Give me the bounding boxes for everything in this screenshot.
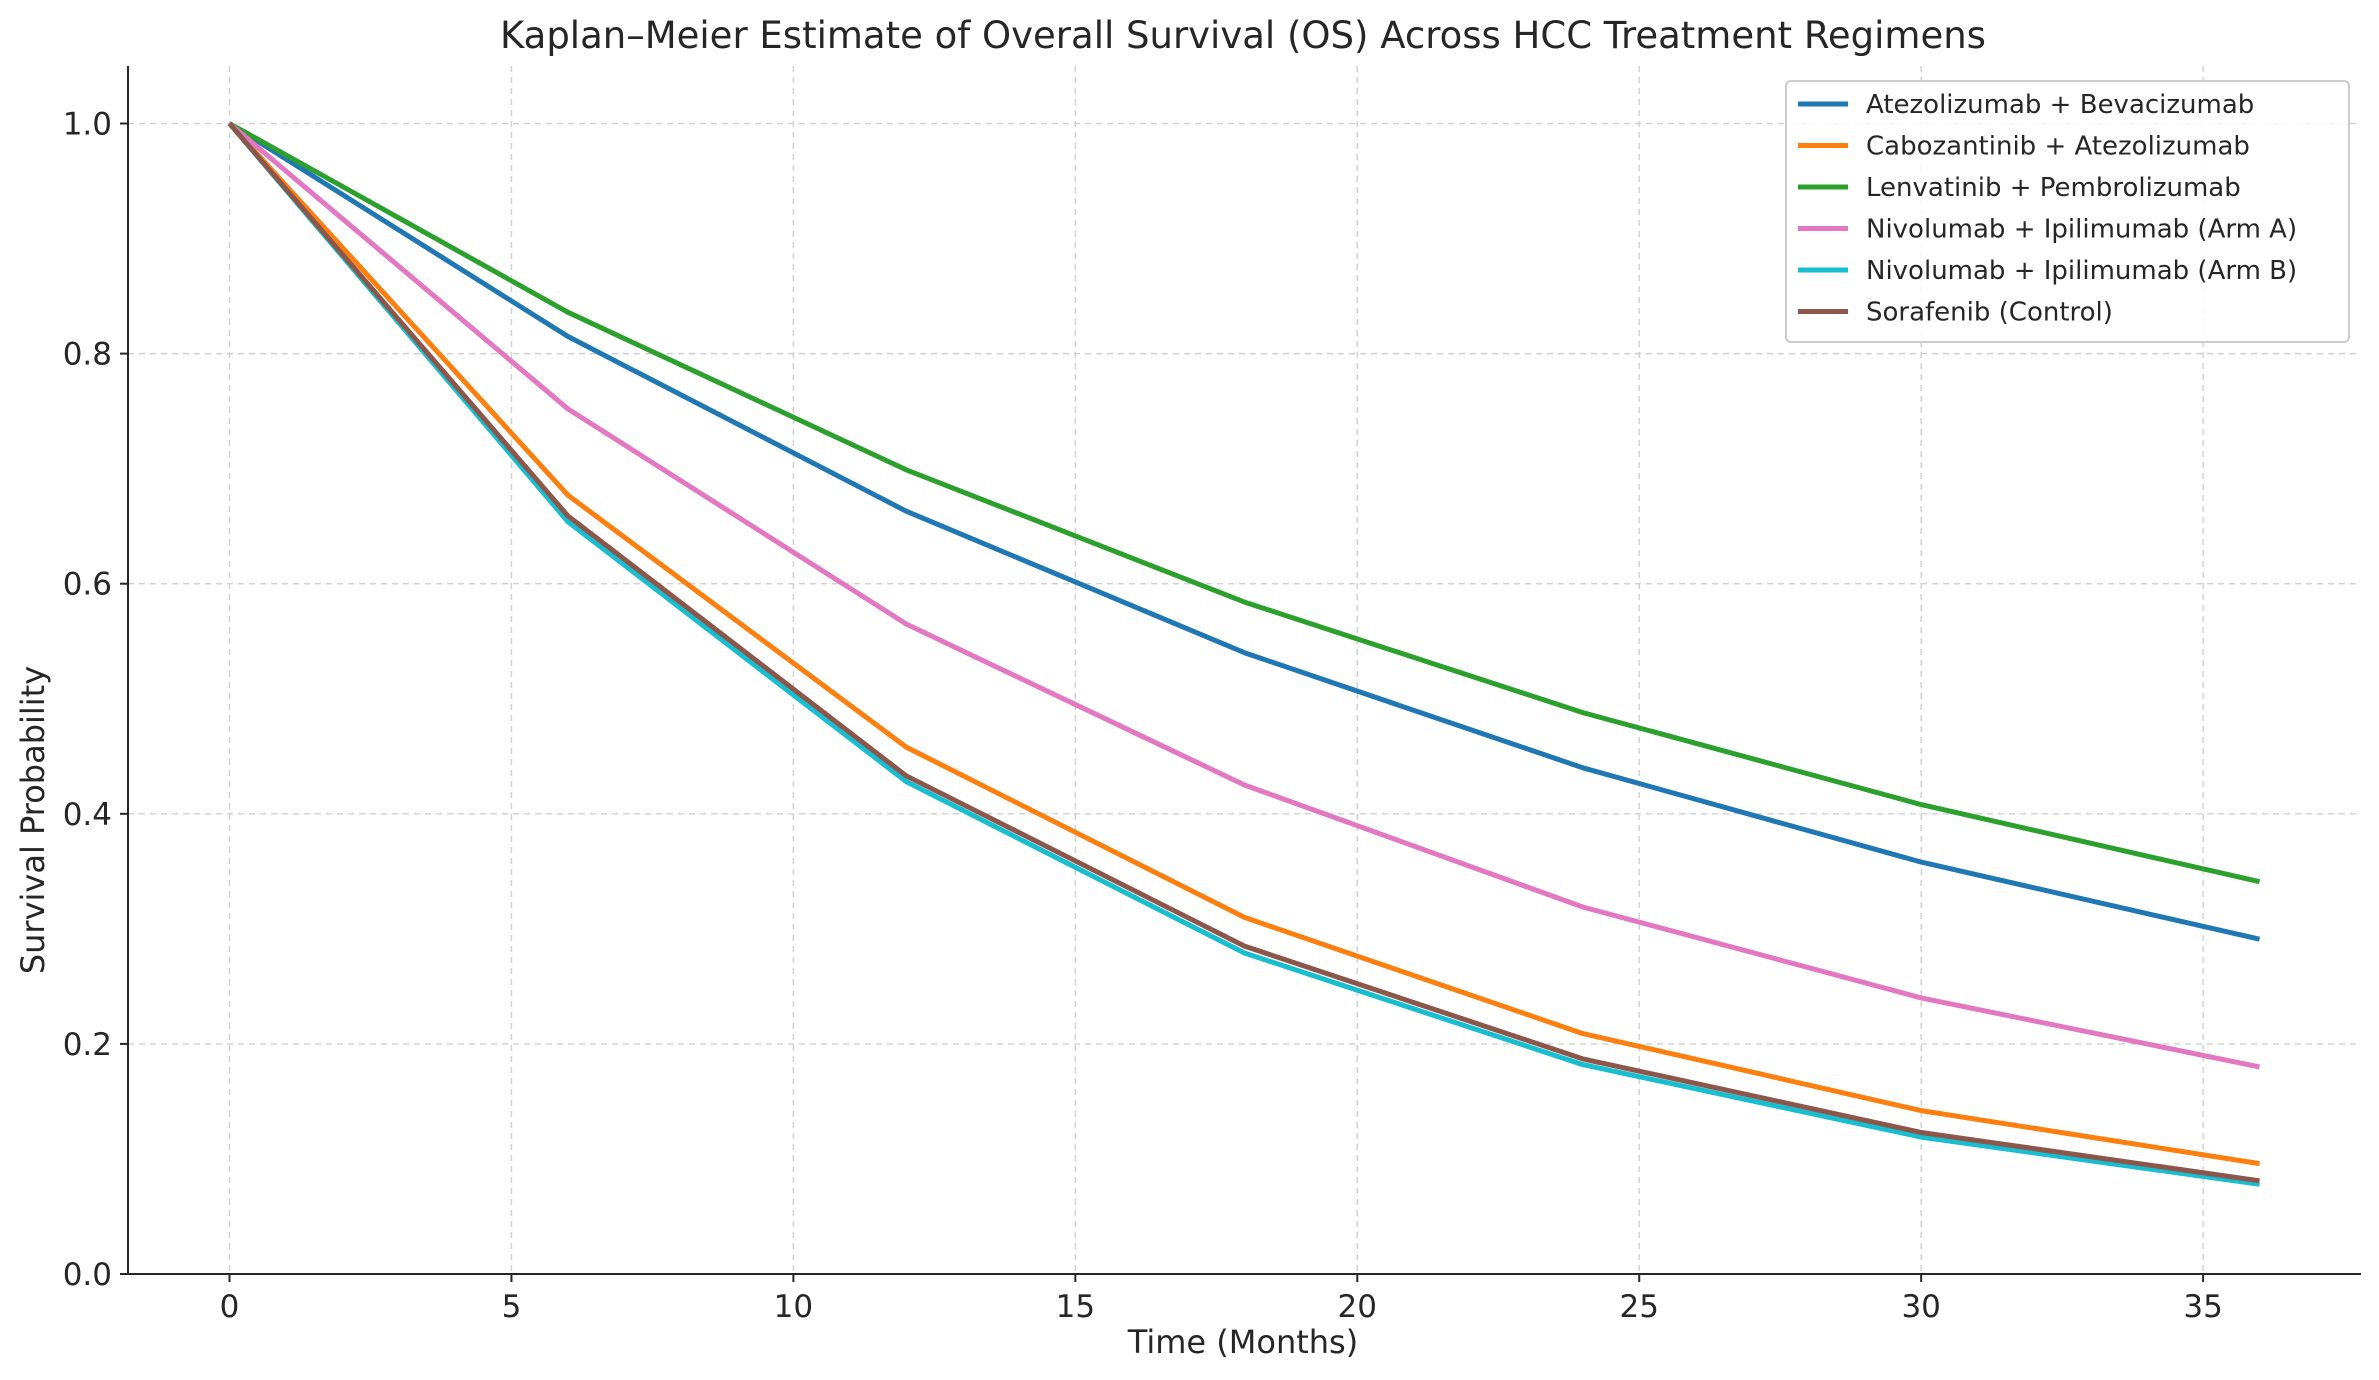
- x-tick-label: 30: [1901, 1289, 1940, 1325]
- chart-title: Kaplan–Meier Estimate of Overall Surviva…: [500, 14, 1986, 57]
- legend-box: [1785, 80, 2350, 343]
- legend-label: Nivolumab + Ipilimumab (Arm A): [1866, 215, 2297, 245]
- legend: Atezolizumab + Bevacizumab Cabozantinib +…: [1785, 80, 2350, 343]
- legend-label: Sorafenib (Control): [1866, 298, 2113, 328]
- series-line: [227, 121, 2260, 1070]
- x-tick-label: 0: [220, 1289, 240, 1325]
- x-tick-label: 35: [2183, 1289, 2222, 1325]
- series-line: [228, 121, 2261, 942]
- x-tick-label: 15: [1056, 1289, 1095, 1325]
- y-tick-label: 1.0: [63, 107, 112, 143]
- y-tick-label: 0.8: [63, 337, 112, 373]
- series-lines: [227, 121, 2261, 1187]
- series-line: [227, 121, 2260, 1167]
- y-tick-label: 0.0: [63, 1257, 112, 1293]
- series-line: [228, 121, 2261, 885]
- series-line: [227, 121, 2260, 1187]
- legend-label: Cabozantinib + Atezolizumab: [1866, 132, 2250, 162]
- series-line: [227, 121, 2260, 1184]
- x-axis-label: Time (Months): [1127, 1323, 1358, 1361]
- legend-label: Atezolizumab + Bevacizumab: [1866, 90, 2254, 120]
- y-tick-label: 0.6: [63, 567, 112, 603]
- x-tick-label: 10: [774, 1289, 813, 1325]
- y-tick-label: 0.4: [63, 797, 112, 833]
- x-tick-label: 20: [1338, 1289, 1377, 1325]
- x-tick-label: 5: [502, 1289, 522, 1325]
- legend-label: Lenvatinib + Pembrolizumab: [1866, 173, 2241, 203]
- legend-label: Nivolumab + Ipilimumab (Arm B): [1866, 256, 2297, 286]
- x-tick-label: 25: [1619, 1289, 1658, 1325]
- y-tick-label: 0.2: [63, 1027, 112, 1063]
- y-axis-label: Survival Probability: [14, 666, 52, 974]
- axes: 0 5 10 15 20 25 30 35 0.0 0.2 0.4 0.6 0.8 1.0: [63, 66, 2361, 1325]
